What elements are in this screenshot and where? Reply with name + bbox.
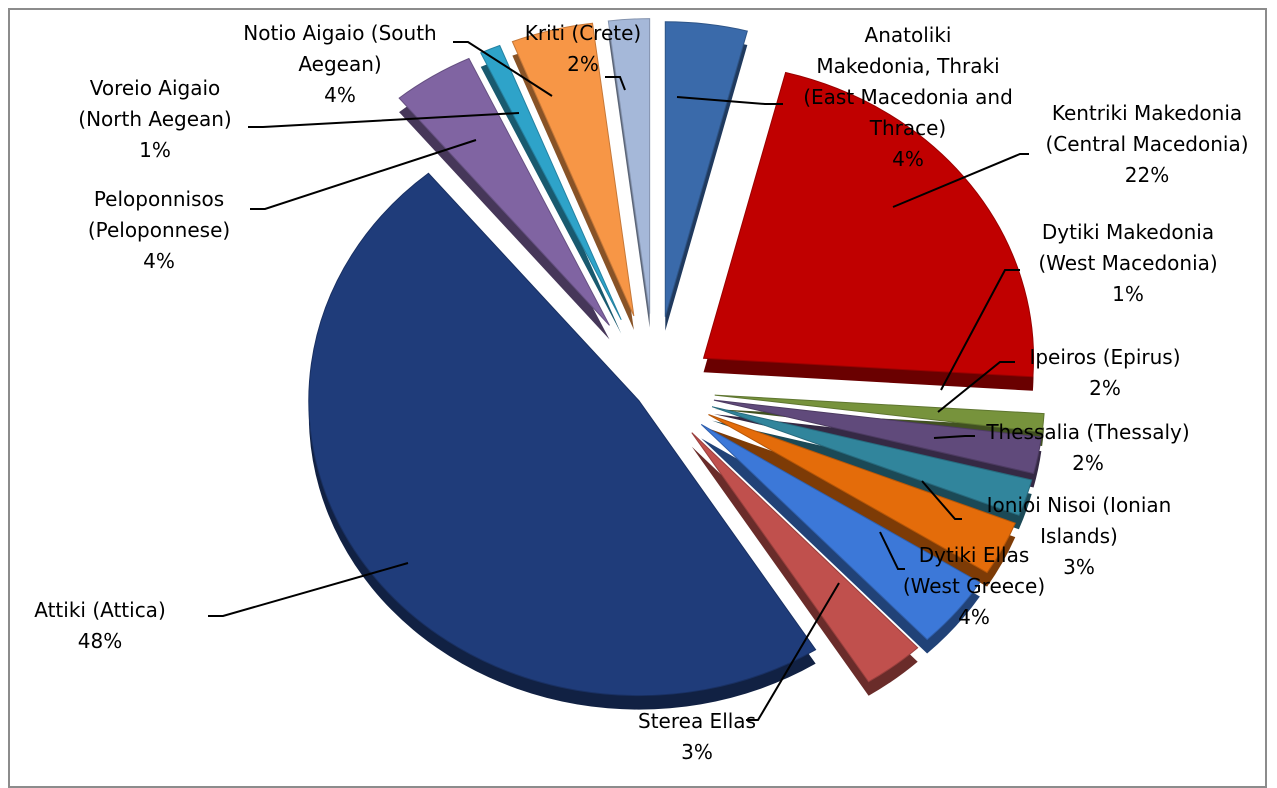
slice-label-text: Dytiki Ellas [918,543,1030,567]
slice-label-text: (North Aegean) [78,107,232,131]
slice-label-text: Kriti (Crete) [524,21,642,45]
pie-slice [511,22,635,317]
leader-line [879,531,905,570]
slice-label-text: Anatoliki [864,23,952,47]
slice-percent-label: 4% [892,147,924,171]
slice-label-text: Thessalia (Thessaly) [986,420,1190,444]
slice-label-text: Dytiki Makedonia [1041,220,1215,244]
slice-label-text: Ipeiros (Epirus) [1029,345,1181,369]
slice-label-text: (West Macedonia) [1038,251,1218,275]
slice-percent-label: 2% [1072,451,1104,475]
leader-line [208,562,409,617]
leader-line [453,41,553,97]
slice-label-text: (Central Macedonia) [1045,132,1249,156]
leader-line [250,139,477,210]
leader-line [933,435,975,439]
leader-line [605,76,626,91]
leader-line [921,480,962,520]
slice-label-text: Kentriki Makedonia [1051,101,1243,125]
pie-slice [398,57,610,326]
pie-slice [691,432,919,683]
pie-slice-side [708,428,1016,587]
slice-percent-label: 1% [139,138,171,162]
slice-percent-label: 4% [143,249,175,273]
slice-label-text: Islands) [1040,524,1118,548]
slice-label-text: (East Macedonia and [803,85,1013,109]
slice-label: Ionioi Nisoi (Ionian Islands) 3% [919,490,1239,583]
pie-slice [702,71,1034,378]
slice-percent-label: 22% [1124,163,1170,187]
slice-label-text: Ionioi Nisoi (Ionian [986,493,1172,517]
slice-label: Ipeiros (Epirus) 2% [945,342,1265,404]
pie-slice [700,423,981,641]
slice-percent-label: 2% [1089,376,1121,400]
slice-percent-label: 4% [958,605,990,629]
leader-line [937,361,1015,413]
slice-label: Sterea Ellas 3% [537,706,857,768]
pie-slice [713,399,1042,475]
pie-slice [711,406,1033,516]
slice-label: Notio Aigaio (South Aegean) 4% [180,18,500,111]
slice-label-text: Attiki (Attica) [34,598,166,622]
slice-label-text: (Peloponnese) [87,218,231,242]
slice-percent-label: 3% [681,740,713,764]
slice-label: Attiki (Attica) 48% [0,595,260,657]
slice-label-text: Notio Aigaio (South [243,21,437,45]
slice-percent-label: 4% [324,83,356,107]
slice-label: Peloponnisos (Peloponnese) 4% [0,184,319,277]
leader-line [940,269,1020,391]
slice-label-text: Aegean) [298,52,382,76]
slice-label-text: (West Greece) [902,574,1046,598]
slice-label: Voreio Aigaio (North Aegean) 1% [0,73,315,166]
slice-label: Anatoliki Makedonia, Thraki (East Macedoni… [748,20,1068,175]
slice-percent-label: 3% [1063,555,1095,579]
leader-line [676,96,783,105]
pie-chart [208,18,1045,721]
slice-percent-label: 2% [567,52,599,76]
slice-label-text: Makedonia, Thraki [816,54,1000,78]
slice-label: Kentriki Makedonia (Central Macedonia) 22% [987,98,1277,191]
pie-slice [714,394,1045,433]
slice-label: Dytiki Ellas (West Greece) 4% [814,540,1134,633]
slice-label-text: Voreio Aigaio [89,76,221,100]
pie-slice-side [480,59,622,334]
slice-percent-label: 48% [77,629,123,653]
slice-label-text: Peloponnisos [93,187,225,211]
slice-label-text: Thrace) [869,116,947,140]
leader-line [746,582,840,721]
pie-slice [607,18,651,314]
slice-label: Dytiki Makedonia (West Macedonia) 1% [968,217,1277,310]
slice-label: Thessalia (Thessaly) 2% [928,417,1248,479]
slice-label-text: Sterea Ellas [638,709,756,733]
slice-percent-label: 1% [1112,282,1144,306]
pie-slice [708,414,1016,574]
leader-line [892,153,1029,208]
slice-label: Kriti (Crete) 2% [423,18,743,80]
pie-slice [664,21,748,317]
leader-line [248,112,520,128]
